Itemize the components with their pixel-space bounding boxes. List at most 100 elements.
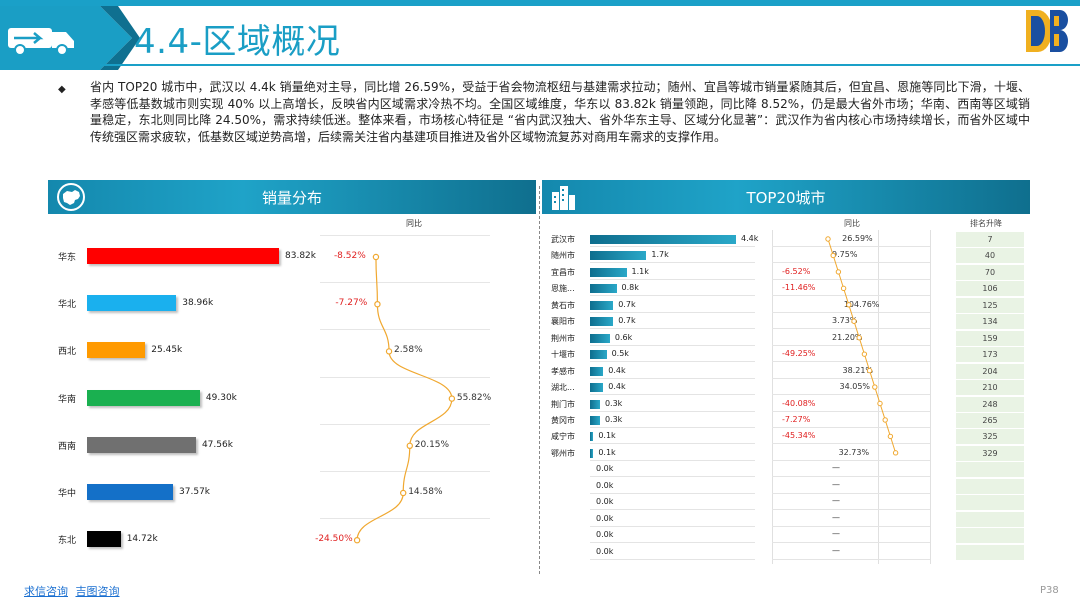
city-bar (590, 267, 627, 277)
city-label: 黄石市 (551, 300, 575, 310)
row-line (590, 328, 755, 330)
left-panel-title: 销量分布 (261, 189, 322, 207)
region-bar (87, 484, 174, 500)
city-value-label: 0.0k (596, 480, 614, 490)
city-label: 武汉市 (551, 235, 575, 244)
region-yoy-point (374, 301, 381, 308)
city-label: 十堰市 (551, 350, 575, 360)
region-yoy-label: 55.82% (456, 392, 492, 403)
rank-cell (956, 544, 1024, 560)
footer-link-qiuxin[interactable]: 求信咨询 (24, 585, 68, 598)
row-line (590, 377, 755, 379)
rank-cell: 173 (956, 347, 1024, 363)
region-label: 华中 (58, 489, 77, 499)
city-label: 襄阳市 (551, 317, 575, 327)
gridline (320, 518, 490, 520)
city-value-label: 0.5k (611, 349, 629, 359)
region-value-label: 37.57k (179, 487, 211, 497)
rank-cell (956, 495, 1024, 511)
row-line (772, 443, 930, 445)
city-value-label: 0.3k (604, 414, 623, 424)
region-label: 华东 (58, 253, 77, 263)
city-yoy-point (856, 335, 862, 341)
region-bar (87, 389, 200, 406)
grid-vline (878, 230, 879, 564)
city-value-label: 4.4k (741, 234, 759, 243)
footer-links: 求信咨询 吉图咨询 (24, 583, 124, 599)
region-value-label: 38.96k (182, 298, 214, 309)
city-value-label: 0.8k (621, 283, 639, 293)
row-line (590, 394, 755, 396)
rank-cell (956, 462, 1024, 478)
rank-cell (956, 511, 1024, 527)
city-label: 宜昌市 (551, 267, 575, 277)
region-yoy-label: -8.52% (333, 251, 366, 261)
row-line (772, 262, 930, 264)
row-line (590, 492, 755, 494)
row-line (772, 509, 930, 511)
city-yoy-point (872, 384, 878, 390)
rank-cell: 325 (956, 429, 1024, 445)
rank-cell: 106 (956, 281, 1024, 297)
region-yoy-point (353, 537, 361, 544)
footer-link-jitu[interactable]: 吉图咨询 (75, 585, 120, 598)
region-bar (87, 436, 196, 453)
rank-cell: 248 (956, 396, 1024, 412)
city-value-label: 0.3k (604, 398, 623, 408)
city-yoy-label: — (832, 512, 840, 522)
region-yoy-point (385, 348, 393, 355)
city-label: 湖北... (551, 383, 575, 393)
city-value-label: 0.0k (596, 497, 614, 507)
summary-bullet: ◆ (58, 84, 66, 95)
city-yoy-line (827, 238, 897, 454)
row-line (772, 410, 930, 412)
city-bar (590, 251, 647, 261)
city-bar (590, 383, 604, 393)
city-yoy-point (851, 318, 857, 324)
city-bar (590, 235, 736, 244)
city-yoy-label: -49.25% (782, 349, 816, 359)
row-line (590, 410, 755, 412)
city-yoy-point (830, 252, 836, 259)
truck-icon (0, 6, 140, 70)
city-value-label: 0.0k (596, 464, 614, 474)
city-yoy-label: 104.76% (843, 299, 880, 309)
city-label: 黄冈市 (551, 415, 575, 425)
city-label: 鄂州市 (551, 448, 575, 458)
city-yoy-label: 26.59% (842, 234, 873, 243)
city-value-label: 0.0k (596, 546, 614, 556)
row-line (772, 328, 930, 330)
gridline (320, 423, 490, 425)
city-bar (590, 300, 614, 310)
row-line (590, 262, 755, 264)
rank-cell: 7 (956, 232, 1024, 247)
city-yoy-point (892, 450, 899, 456)
city-bar (590, 317, 614, 327)
city-value-label: 1.1k (631, 266, 649, 276)
city-yoy-point (825, 236, 831, 242)
region-label: 西北 (58, 347, 77, 358)
city-yoy-point (866, 367, 873, 374)
region-yoy-point (448, 395, 456, 402)
row-line (590, 361, 755, 363)
city-yoy-label: 38.21% (842, 365, 874, 375)
city-yoy-point (887, 433, 894, 440)
gridline (320, 376, 490, 378)
rank-cell: 134 (956, 314, 1024, 330)
page-title: 4.4-区域概况 (134, 22, 341, 62)
city-yoy-label: 9.75% (832, 250, 858, 260)
row-line (590, 542, 755, 544)
page-number: P38 (1040, 585, 1059, 596)
city-yoy-label: 32.73% (838, 447, 870, 457)
region-label: 东北 (58, 536, 77, 547)
row-line (590, 311, 755, 313)
region-yoy-point (400, 489, 407, 497)
city-yoy-label: — (832, 463, 840, 473)
rank-cell (956, 528, 1024, 544)
city-yoy-point (835, 269, 842, 275)
row-line (772, 426, 930, 428)
china-map-icon (57, 183, 85, 211)
city-bar (590, 366, 604, 376)
row-line (772, 361, 930, 363)
